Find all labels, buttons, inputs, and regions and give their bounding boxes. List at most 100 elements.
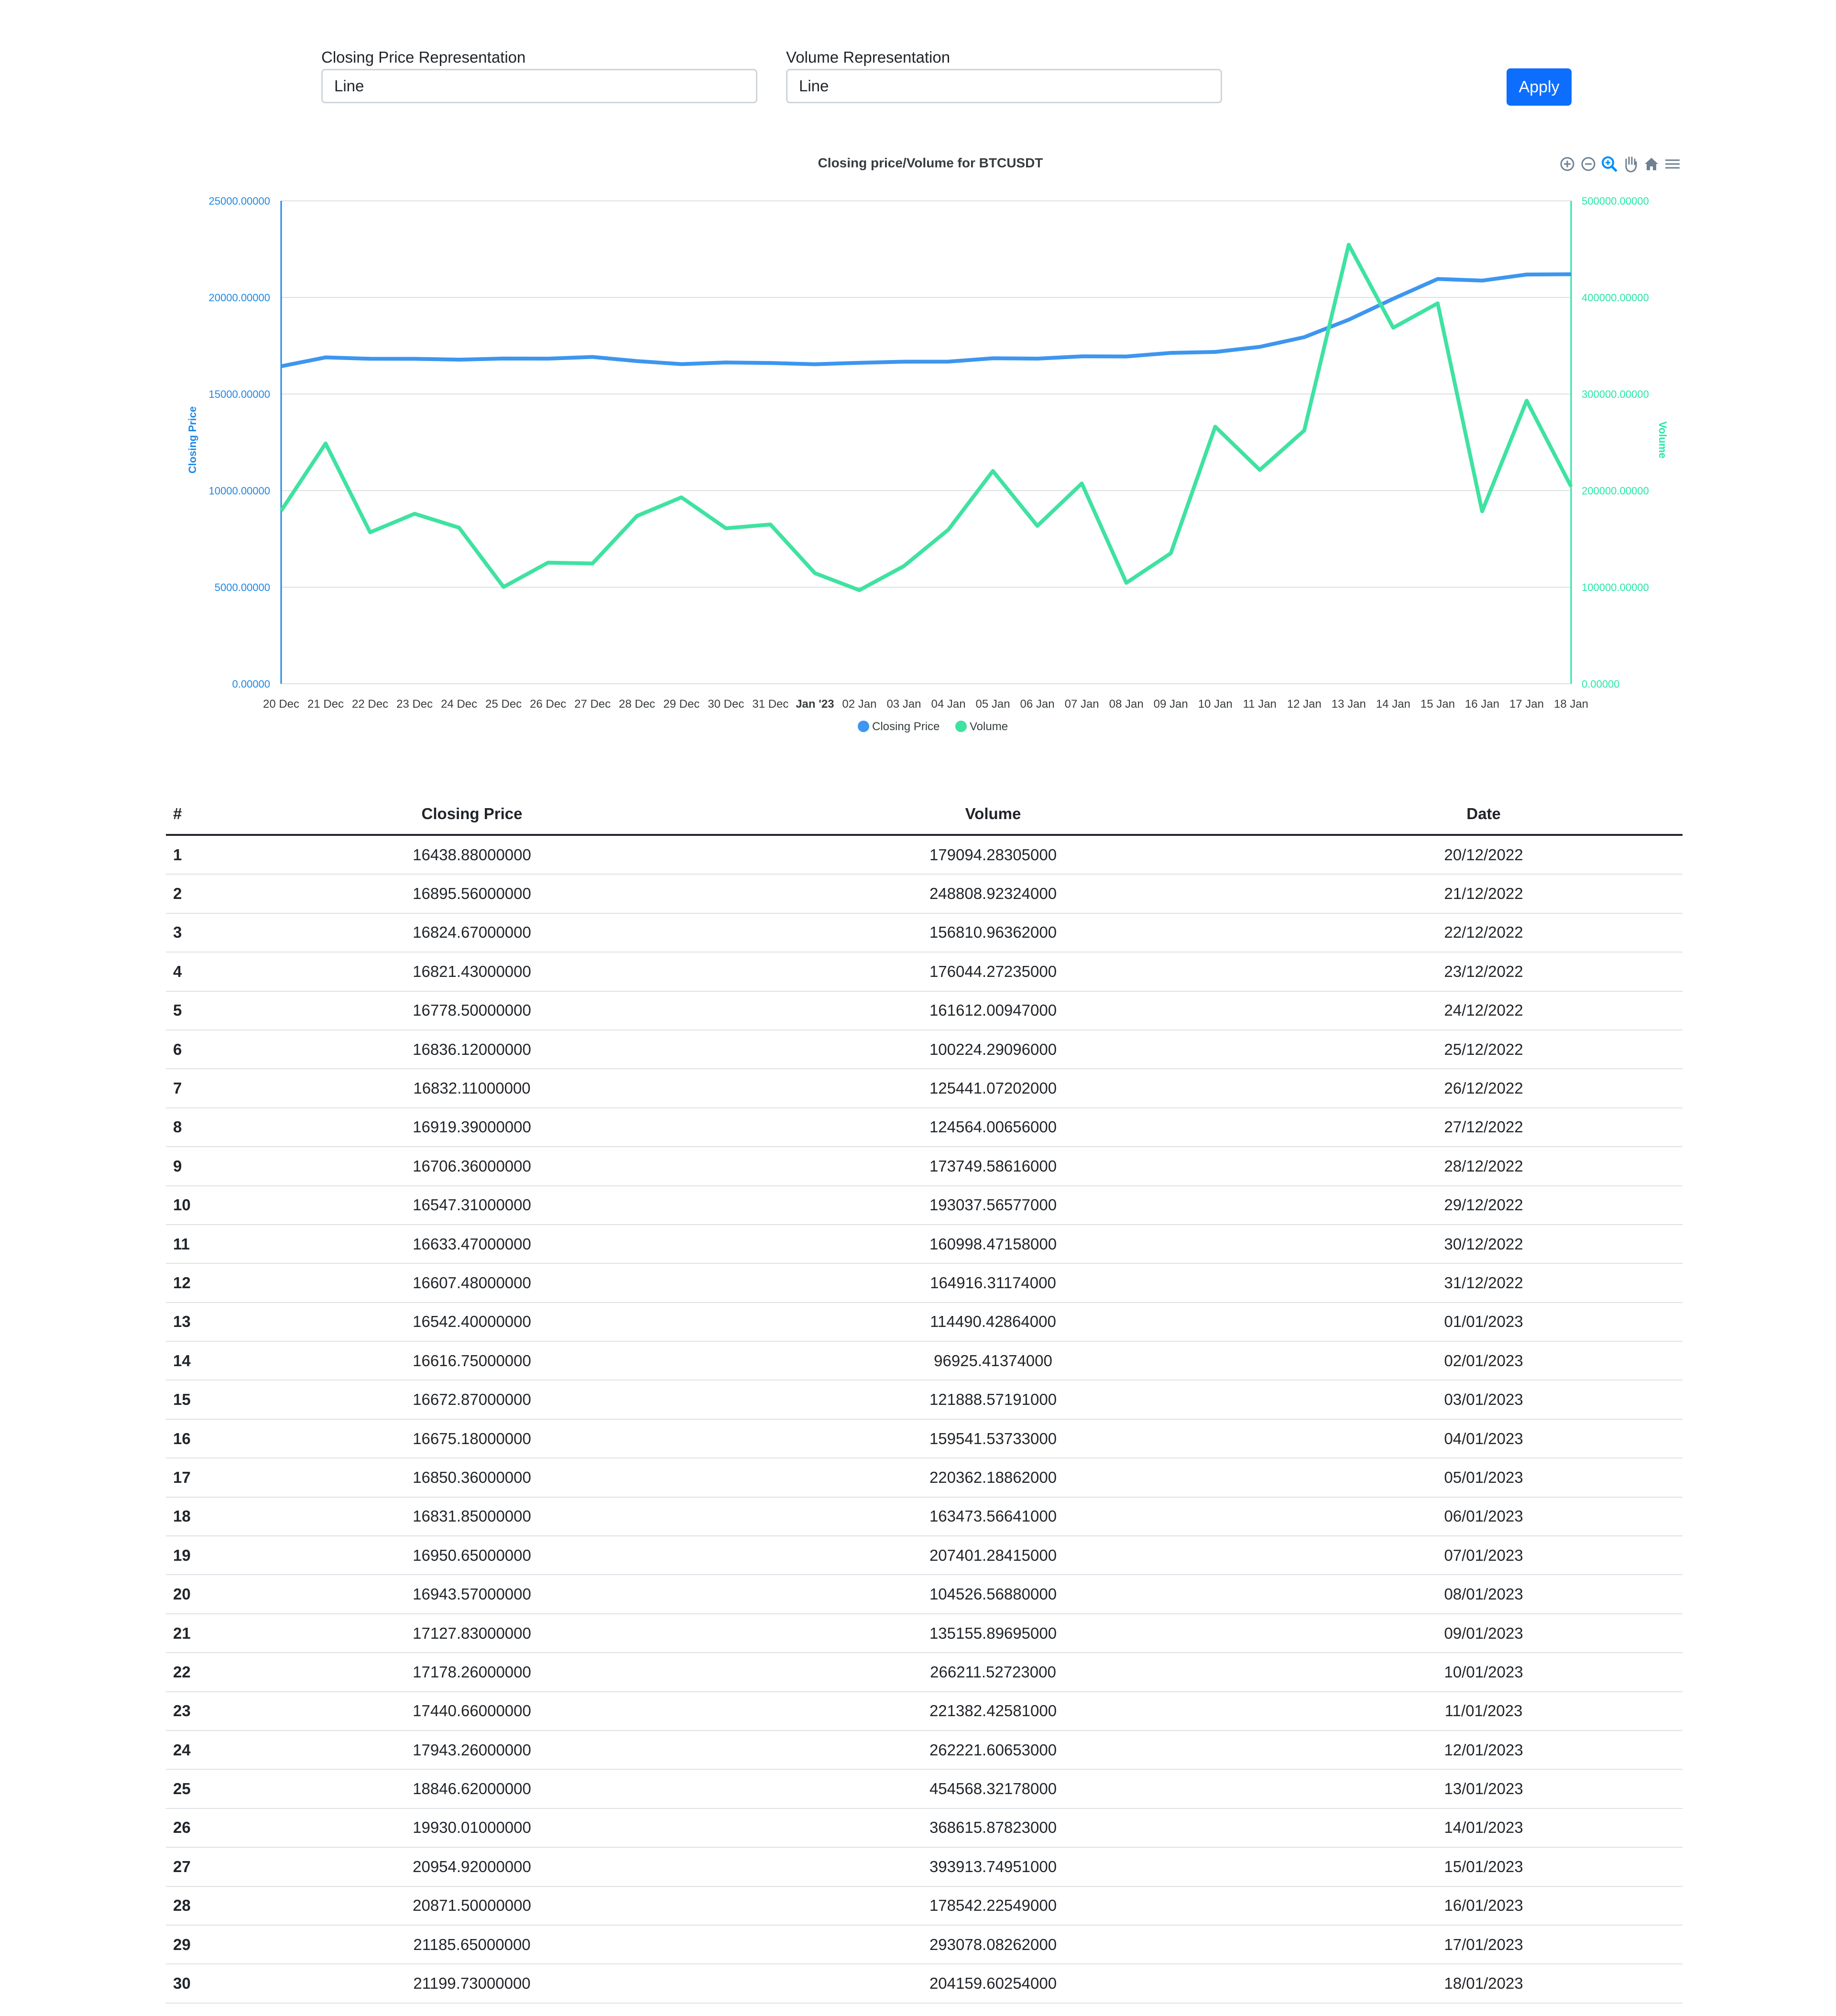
x-tick-label: 20 Dec: [263, 698, 299, 711]
cell-volume: 124564.00656000: [701, 1107, 1285, 1148]
table-row: 5 16778.50000000 161612.00947000 24/12/2022: [166, 991, 1683, 1030]
x-tick-label: 23 Dec: [396, 698, 433, 711]
cell-closing-price: 16778.50000000: [242, 991, 701, 1030]
cell-closing-price: 17943.26000000: [242, 1730, 701, 1770]
cell-index: 23: [166, 1691, 242, 1731]
reset-home-icon[interactable]: [1643, 154, 1660, 174]
pan-hand-icon[interactable]: [1622, 154, 1639, 174]
header-closing-price: Closing Price: [242, 794, 701, 836]
cell-date: 04/01/2023: [1285, 1419, 1683, 1459]
table-row: 6 16836.12000000 100224.29096000 25/12/2022: [166, 1030, 1683, 1070]
cell-closing-price: 16616.75000000: [242, 1341, 701, 1381]
chart-title: Closing price/Volume for BTCUSDT: [818, 155, 1043, 170]
cell-closing-price: 16821.43000000: [242, 952, 701, 992]
table-row: 29 21185.65000000 293078.08262000 17/01/202…: [166, 1925, 1683, 1965]
cell-volume: 393913.74951000: [701, 1847, 1285, 1887]
cell-volume: 159541.53733000: [701, 1419, 1285, 1459]
cell-index: 14: [166, 1341, 242, 1381]
table-row: 27 20954.92000000 393913.74951000 15/01/202…: [166, 1847, 1683, 1887]
cell-date: 31/12/2022: [1285, 1263, 1683, 1303]
cell-closing-price: 18846.62000000: [242, 1769, 701, 1809]
table-row: 16 16675.18000000 159541.53733000 04/01/202…: [166, 1419, 1683, 1459]
cell-date: 01/01/2023: [1285, 1302, 1683, 1342]
volume-representation-select[interactable]: Line: [786, 69, 1222, 103]
zoom-out-icon[interactable]: [1580, 154, 1597, 174]
table-row: 2 16895.56000000 248808.92324000 21/12/2022: [166, 874, 1683, 914]
volume-series-line: [279, 242, 1573, 592]
cell-date: 13/01/2023: [1285, 1769, 1683, 1809]
closing-price-representation-group: Closing Price Representation Line: [321, 48, 757, 103]
cell-volume: 248808.92324000: [701, 874, 1285, 914]
header-index: #: [166, 794, 242, 836]
cell-closing-price: 16607.48000000: [242, 1263, 701, 1303]
series-points: [281, 244, 1572, 591]
table-row: 28 20871.50000000 178542.22549000 16/01/202…: [166, 1886, 1683, 1926]
cell-date: 30/12/2022: [1285, 1224, 1683, 1264]
left-tick-label: 25000.00000: [209, 195, 270, 207]
legend-marker-volume: [955, 721, 967, 732]
cell-volume: 96925.41374000: [701, 1341, 1285, 1381]
closing-price-representation-label: Closing Price Representation: [321, 48, 526, 66]
cell-closing-price: 16919.39000000: [242, 1107, 701, 1148]
table-row: 21 17127.83000000 135155.89695000 09/01/202…: [166, 1613, 1683, 1654]
x-tick-label: 04 Jan: [931, 698, 965, 711]
menu-icon[interactable]: [1664, 154, 1681, 174]
cell-closing-price: 17440.66000000: [242, 1691, 701, 1731]
zoom-in-icon[interactable]: [1559, 154, 1576, 174]
cell-index: 17: [166, 1458, 242, 1498]
selection-zoom-icon[interactable]: [1601, 154, 1618, 174]
left-tick-label: 5000.00000: [215, 581, 270, 593]
x-tick-label: 24 Dec: [441, 698, 477, 711]
apply-button[interactable]: Apply: [1507, 68, 1572, 106]
left-axis-ticks: 0.00000 5000.00000 10000.00000 15000.00000 2…: [209, 195, 270, 690]
cell-volume: 100224.29096000: [701, 1030, 1285, 1070]
left-axis-title: Closing Price: [186, 406, 198, 474]
right-axis-ticks: 0.00000 100000.00000 200000.00000 300000.00…: [1582, 195, 1649, 690]
header-volume: Volume: [701, 794, 1285, 836]
cell-volume: 178542.22549000: [701, 1886, 1285, 1926]
cell-volume: 135155.89695000: [701, 1613, 1285, 1654]
volume-representation-group: Volume Representation Line: [786, 48, 1222, 103]
cell-index: 19: [166, 1536, 242, 1576]
cell-volume: 266211.52723000: [701, 1653, 1285, 1692]
table-row: 30 21199.73000000 204159.60254000 18/01/202…: [166, 1964, 1683, 2004]
header-date: Date: [1285, 794, 1683, 836]
cell-volume: 156810.96362000: [701, 913, 1285, 953]
table-row: 26 19930.01000000 368615.87823000 14/01/202…: [166, 1808, 1683, 1848]
closing-price-series-line: [281, 272, 1572, 368]
cell-volume: 179094.28305000: [701, 835, 1285, 875]
table-row: 19 16950.65000000 207401.28415000 07/01/202…: [166, 1536, 1683, 1576]
x-tick-label: 25 Dec: [485, 698, 522, 711]
cell-volume: 221382.42581000: [701, 1691, 1285, 1731]
right-tick-label: 400000.00000: [1582, 292, 1649, 304]
x-tick-label: 26 Dec: [530, 698, 566, 711]
cell-index: 25: [166, 1769, 242, 1809]
right-tick-label: 200000.00000: [1582, 485, 1649, 497]
x-tick-label: 13 Jan: [1332, 698, 1366, 711]
cell-date: 20/12/2022: [1285, 835, 1683, 875]
x-tick-label: 10 Jan: [1198, 698, 1233, 711]
data-table: # Closing Price Volume Date 1 16438.88000…: [166, 794, 1683, 2004]
cell-volume: 176044.27235000: [701, 952, 1285, 992]
table-row: 12 16607.48000000 164916.31174000 31/12/202…: [166, 1263, 1683, 1303]
cell-index: 27: [166, 1847, 242, 1887]
cell-index: 5: [166, 991, 242, 1030]
cell-index: 18: [166, 1497, 242, 1537]
cell-index: 13: [166, 1302, 242, 1342]
cell-date: 27/12/2022: [1285, 1107, 1683, 1148]
cell-closing-price: 16675.18000000: [242, 1419, 701, 1459]
cell-index: 10: [166, 1185, 242, 1225]
cell-index: 9: [166, 1147, 242, 1186]
cell-closing-price: 16850.36000000: [242, 1458, 701, 1498]
table-row: 20 16943.57000000 104526.56880000 08/01/202…: [166, 1575, 1683, 1614]
cell-date: 05/01/2023: [1285, 1458, 1683, 1498]
cell-index: 6: [166, 1030, 242, 1070]
cell-volume: 163473.56641000: [701, 1497, 1285, 1537]
cell-date: 21/12/2022: [1285, 874, 1683, 914]
table-row: 8 16919.39000000 124564.00656000 27/12/2022: [166, 1107, 1683, 1148]
cell-closing-price: 16633.47000000: [242, 1224, 701, 1264]
left-tick-label: 0.00000: [232, 678, 270, 690]
closing-price-representation-select[interactable]: Line: [321, 69, 757, 103]
x-tick-label: 03 Jan: [886, 698, 921, 711]
cell-closing-price: 20871.50000000: [242, 1886, 701, 1926]
